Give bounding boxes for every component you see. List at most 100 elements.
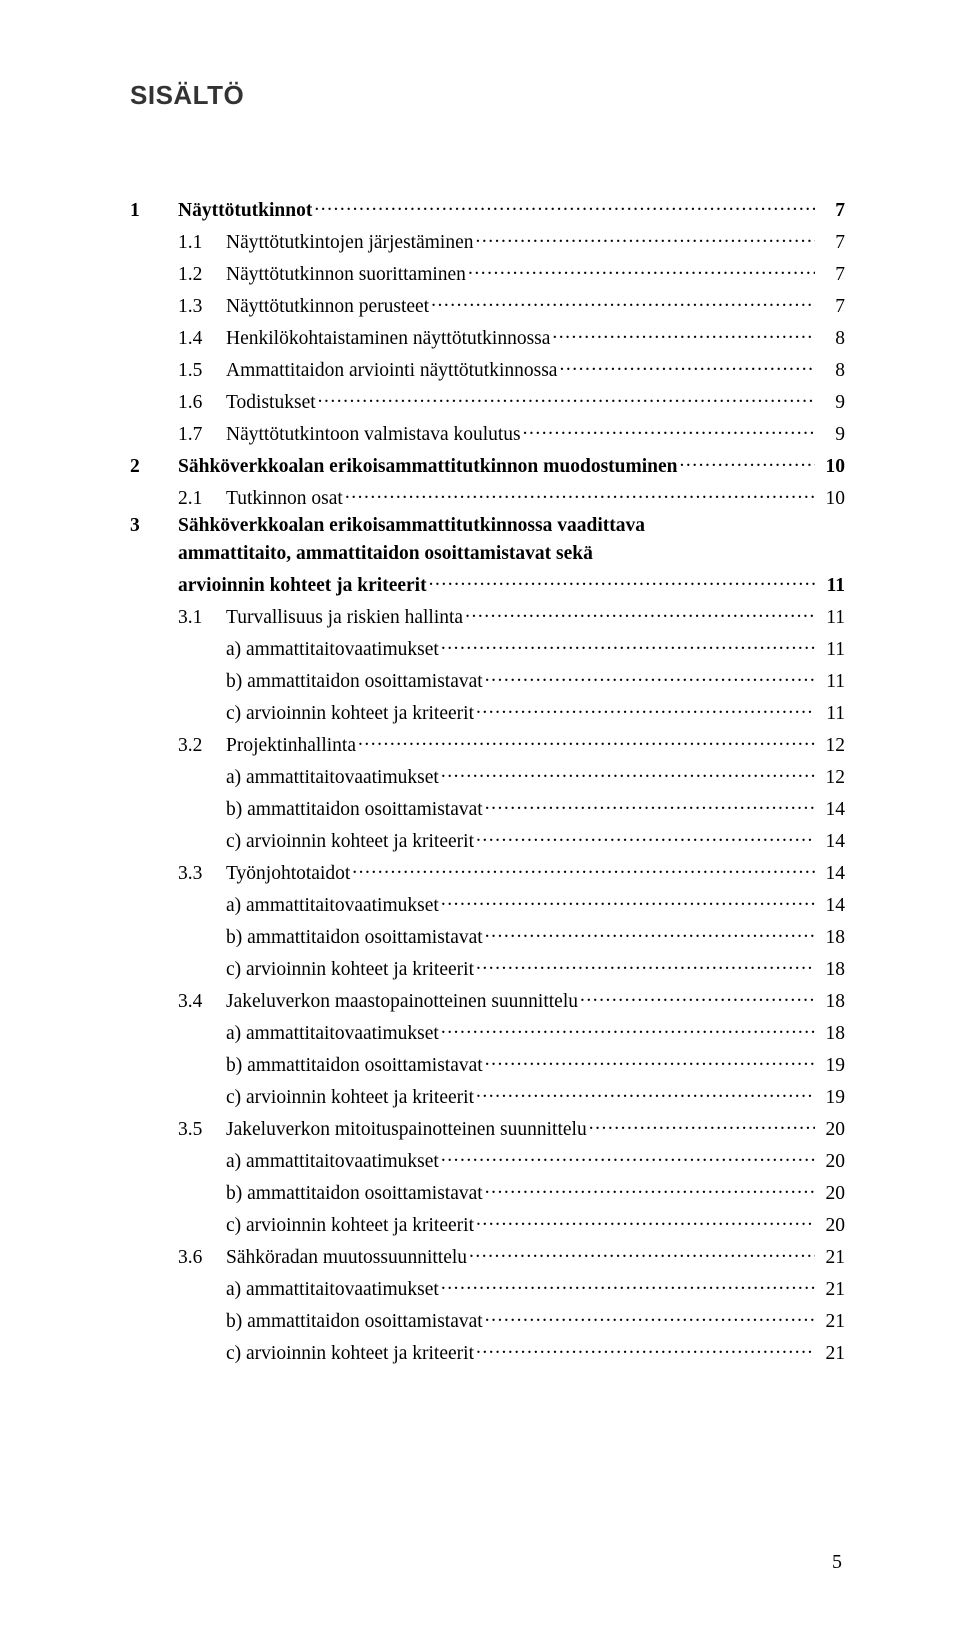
- toc-label: Ammattitaidon arviointi näyttötutkinnoss…: [226, 361, 557, 381]
- toc-label: Tutkinnon osat: [226, 489, 343, 509]
- toc-label: Jakeluverkon maastopainotteinen suunnitt…: [226, 992, 578, 1012]
- table-of-contents: 1Näyttötutkinnot7 1.1Näyttötutkintojen jä…: [130, 196, 845, 1363]
- toc-page: 9: [817, 393, 845, 413]
- toc-label: b) ammattitaidon osoittamistavat: [226, 1056, 483, 1076]
- leader-dots: [485, 1051, 815, 1071]
- document-page: SISÄLTÖ 1Näyttötutkinnot71.1Näyttötutkin…: [0, 0, 960, 1431]
- toc-number: 3.4: [178, 992, 226, 1012]
- toc-label: Sähköverkkoalan erikoisammattitutkinnon …: [178, 457, 678, 477]
- toc-number: 3.1: [178, 608, 226, 628]
- toc-page: 20: [817, 1120, 845, 1140]
- toc-label: Sähköverkkoalan erikoisammattitutkinnoss…: [178, 516, 645, 536]
- toc-page: 10: [817, 457, 845, 477]
- toc-label: Työnjohtotaidot: [226, 864, 350, 884]
- toc-entry-level2: 3.1Turvallisuus ja riskien hallinta 11: [130, 603, 845, 627]
- toc-entry-level1: 2Sähköverkkoalan erikoisammattitutkinnon…: [130, 452, 845, 476]
- toc-label: Näyttötutkintoon valmistava koulutus: [226, 425, 521, 445]
- toc-number: 1.1: [178, 233, 226, 253]
- leader-dots: [469, 1243, 815, 1263]
- toc-label: Näyttötutkintojen järjestäminen: [226, 233, 473, 253]
- toc-label: a) ammattitaitovaatimukset: [226, 640, 439, 660]
- toc-page: 21: [817, 1344, 845, 1364]
- toc-entry-level3: b) ammattitaidon osoittamistavat11: [130, 667, 845, 691]
- leader-dots: [314, 196, 815, 216]
- toc-label: a) ammattitaitovaatimukset: [226, 1152, 439, 1172]
- toc-page: 11: [817, 576, 845, 596]
- toc-page: 14: [817, 896, 845, 916]
- toc-entry-level1: 3Sähköverkkoalan erikoisammattitutkinnos…: [130, 516, 845, 595]
- toc-page: 18: [817, 1024, 845, 1044]
- toc-page: 19: [817, 1056, 845, 1076]
- leader-dots: [485, 1179, 815, 1199]
- leader-dots: [441, 763, 815, 783]
- leader-dots: [441, 891, 815, 911]
- toc-page: 14: [817, 832, 845, 852]
- toc-page: 10: [817, 489, 845, 509]
- toc-entry-level2: 1.2Näyttötutkinnon suorittaminen7: [130, 260, 845, 284]
- toc-label: a) ammattitaitovaatimukset: [226, 1024, 439, 1044]
- leader-dots: [476, 1211, 815, 1231]
- toc-entry-level3: a) ammattitaitovaatimukset 20: [130, 1147, 845, 1171]
- toc-entry-level2: 1.6Todistukset9: [130, 388, 845, 412]
- toc-entry-level3: b) ammattitaidon osoittamistavat18: [130, 923, 845, 947]
- toc-page: 11: [817, 608, 845, 628]
- toc-number: 1.7: [178, 425, 226, 445]
- toc-page: 11: [817, 672, 845, 692]
- toc-page: 7: [817, 201, 845, 221]
- toc-entry-level3: b) ammattitaidon osoittamistavat21: [130, 1307, 845, 1331]
- leader-dots: [552, 324, 815, 344]
- toc-entry-level2: 3.6Sähköradan muutossuunnittelu21: [130, 1243, 845, 1267]
- toc-label: Projektinhallinta: [226, 736, 356, 756]
- leader-dots: [580, 987, 815, 1007]
- toc-entry-level3: b) ammattitaidon osoittamistavat20: [130, 1179, 845, 1203]
- leader-dots: [680, 452, 815, 472]
- toc-page: 18: [817, 992, 845, 1012]
- leader-dots: [352, 859, 815, 879]
- leader-dots: [476, 827, 815, 847]
- toc-label: c) arvioinnin kohteet ja kriteerit: [226, 832, 474, 852]
- toc-page: 9: [817, 425, 845, 445]
- toc-entry-level2: 1.4Henkilökohtaistaminen näyttötutkinnos…: [130, 324, 845, 348]
- toc-entry-level3: c) arvioinnin kohteet ja kriteerit 14: [130, 827, 845, 851]
- toc-label: Turvallisuus ja riskien hallinta: [226, 608, 463, 628]
- leader-dots: [485, 923, 815, 943]
- toc-label: a) ammattitaitovaatimukset: [226, 768, 439, 788]
- toc-label: c) arvioinnin kohteet ja kriteerit: [226, 960, 474, 980]
- toc-label: Jakeluverkon mitoituspainotteinen suunni…: [226, 1120, 587, 1140]
- toc-entry-level3: c) arvioinnin kohteet ja kriteerit 19: [130, 1083, 845, 1107]
- toc-page: 21: [817, 1280, 845, 1300]
- toc-number: 1.4: [178, 329, 226, 349]
- toc-page: 20: [817, 1152, 845, 1172]
- toc-page: 12: [817, 768, 845, 788]
- toc-label: a) ammattitaitovaatimukset: [226, 1280, 439, 1300]
- toc-entry-level3: a) ammattitaitovaatimukset 12: [130, 763, 845, 787]
- toc-number: 3.3: [178, 864, 226, 884]
- toc-page: 14: [817, 864, 845, 884]
- leader-dots: [485, 1307, 815, 1327]
- toc-entry-level1: 1Näyttötutkinnot7: [130, 196, 845, 220]
- toc-entry-level2: 3.3Työnjohtotaidot 14: [130, 859, 845, 883]
- toc-entry-level2: 1.1Näyttötutkintojen järjestäminen7: [130, 228, 845, 252]
- toc-number: 1.5: [178, 361, 226, 381]
- leader-dots: [441, 1019, 815, 1039]
- toc-page: 19: [817, 1088, 845, 1108]
- toc-label: b) ammattitaidon osoittamistavat: [226, 1312, 483, 1332]
- toc-label: c) arvioinnin kohteet ja kriteerit: [226, 704, 474, 724]
- toc-entry-level3: c) arvioinnin kohteet ja kriteerit21: [130, 1339, 845, 1363]
- leader-dots: [476, 1339, 815, 1359]
- toc-label: c) arvioinnin kohteet ja kriteerit: [226, 1088, 474, 1108]
- toc-entry-level2: 1.5Ammattitaidon arviointi näyttötutkinn…: [130, 356, 845, 380]
- toc-page: 18: [817, 960, 845, 980]
- toc-label: Näyttötutkinnon suorittaminen: [226, 265, 466, 285]
- toc-entry-level3: c) arvioinnin kohteet ja kriteerit11: [130, 699, 845, 723]
- toc-entry-level3: a) ammattitaitovaatimukset11: [130, 635, 845, 659]
- toc-label: b) ammattitaidon osoittamistavat: [226, 928, 483, 948]
- leader-dots: [441, 1275, 815, 1295]
- toc-entry-level3: c) arvioinnin kohteet ja kriteerit20: [130, 1211, 845, 1235]
- toc-page: 20: [817, 1216, 845, 1236]
- leader-dots: [589, 1115, 815, 1135]
- toc-page: 7: [817, 297, 845, 317]
- toc-label: a) ammattitaitovaatimukset: [226, 896, 439, 916]
- leader-dots: [475, 228, 815, 248]
- toc-label: b) ammattitaidon osoittamistavat: [226, 1184, 483, 1204]
